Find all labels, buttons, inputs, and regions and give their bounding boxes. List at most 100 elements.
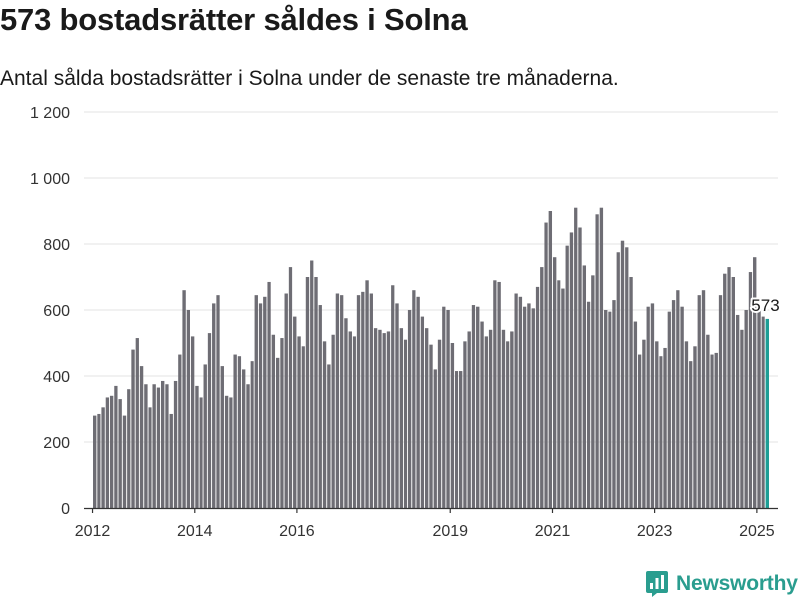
annotations: 573	[749, 294, 781, 317]
bar	[437, 339, 442, 508]
bar	[458, 371, 463, 508]
bar	[186, 310, 190, 508]
bar	[267, 281, 271, 508]
bar	[582, 265, 587, 508]
bar	[190, 336, 195, 508]
bar	[233, 354, 237, 508]
bar	[297, 336, 301, 508]
bar	[424, 328, 429, 508]
bar	[395, 303, 399, 508]
bar	[612, 300, 616, 508]
bar	[714, 352, 718, 508]
bar	[340, 295, 344, 508]
bar	[442, 306, 446, 508]
bar	[182, 290, 186, 508]
bar	[254, 295, 258, 508]
bar	[224, 395, 229, 508]
bar	[638, 354, 642, 508]
y-tick-label: 400	[43, 369, 70, 386]
bar	[246, 384, 250, 508]
bar	[706, 334, 710, 508]
bar	[216, 295, 220, 508]
bar	[156, 387, 161, 508]
bar	[203, 364, 207, 508]
bar	[540, 267, 544, 508]
bar	[501, 329, 506, 508]
bar	[97, 413, 101, 508]
bar	[361, 291, 365, 508]
bar	[718, 295, 723, 508]
y-tick-label: 0	[61, 501, 70, 518]
bar	[744, 310, 748, 508]
chart-title: 573 bostadsrätter såldes i Solna	[0, 2, 468, 37]
bar	[199, 397, 203, 508]
bar	[173, 380, 178, 508]
bar	[229, 397, 233, 508]
bar	[689, 361, 693, 508]
bar	[701, 290, 706, 508]
bar	[620, 240, 625, 508]
bar	[506, 341, 510, 508]
bar	[118, 399, 122, 508]
bar	[446, 310, 450, 508]
bar	[548, 211, 553, 508]
bar	[288, 267, 293, 508]
brand-name: Newsworthy	[676, 572, 798, 595]
bar	[275, 357, 280, 508]
bar	[484, 336, 488, 508]
x-tick-label: 2019	[432, 523, 468, 540]
bar	[331, 334, 335, 508]
bar	[497, 281, 501, 508]
bar	[723, 273, 727, 508]
bar	[557, 280, 561, 508]
bar	[416, 296, 420, 508]
bar	[531, 308, 535, 508]
bar	[207, 333, 212, 508]
bar	[420, 316, 425, 508]
bar	[655, 341, 659, 508]
bar	[676, 290, 680, 508]
bar	[365, 280, 369, 508]
bar	[169, 413, 173, 508]
x-tick-label: 2021	[535, 523, 571, 540]
bar	[527, 303, 531, 508]
bar	[518, 296, 523, 508]
bar	[131, 349, 135, 508]
bar	[160, 380, 165, 508]
bar	[523, 306, 527, 508]
x-tick-label: 2025	[739, 523, 775, 540]
bar	[761, 316, 765, 508]
bar	[250, 361, 254, 508]
bar	[101, 407, 105, 508]
bar	[135, 338, 139, 508]
bar	[510, 331, 514, 508]
bar	[565, 245, 569, 508]
chart-subtitle: Antal sålda bostadsrätter i Solna under …	[0, 67, 619, 90]
bar	[391, 285, 395, 508]
bar	[650, 303, 655, 508]
bar	[591, 275, 595, 508]
bar	[684, 341, 689, 508]
bar	[535, 286, 540, 508]
bar	[386, 331, 391, 508]
bar	[114, 385, 118, 508]
bar	[467, 331, 471, 508]
bar	[258, 303, 263, 508]
bar	[753, 257, 757, 508]
bar	[178, 354, 182, 508]
bar	[476, 306, 480, 508]
bar	[599, 207, 604, 508]
bar	[625, 247, 629, 509]
bar	[514, 293, 518, 508]
x-tick-label: 2014	[177, 523, 213, 540]
y-tick-label: 200	[43, 435, 70, 452]
bar	[280, 338, 284, 508]
bar	[697, 295, 701, 508]
bar	[148, 407, 152, 508]
y-axis: 0 200 400 600 800 1 000 1 200	[30, 105, 70, 518]
bar	[569, 232, 574, 508]
bar	[740, 329, 744, 508]
bar	[616, 252, 620, 508]
bar	[488, 329, 493, 508]
